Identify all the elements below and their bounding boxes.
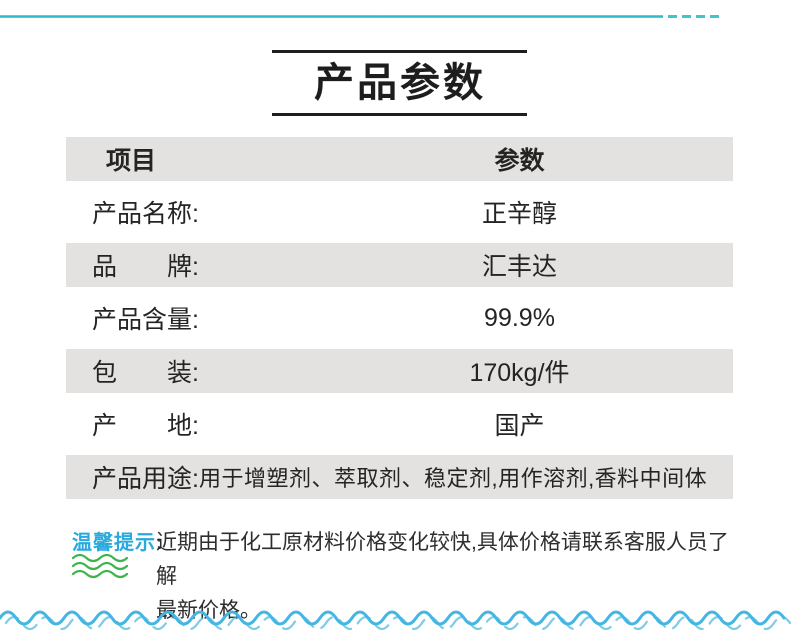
row-value: 正辛醇 [481, 200, 557, 228]
notice-label: 温馨提示 [72, 532, 156, 554]
row-value: 国产 [494, 412, 545, 440]
row-label: 产 地: [92, 412, 199, 440]
dash [696, 15, 705, 18]
notice-line: 最新价格。 [156, 599, 261, 622]
notice-head: 温馨提示: [72, 526, 163, 579]
row-label: 产品含量: [92, 306, 199, 334]
notice-text: 近期由于化工原材料价格变化较快,具体价格请联系客服人员了解 最新价格。 [156, 526, 742, 628]
row-label: 产品名称: [92, 200, 199, 228]
bottom-wave-border [0, 610, 792, 630]
table-row: 产品名称: 正辛醇 [66, 181, 733, 243]
usage-text: 用于增塑剂、萃取剂、稳定剂,用作溶剂,香料中间体 [198, 466, 708, 491]
usage-row: 产品用途: 用于增塑剂、萃取剂、稳定剂,用作溶剂,香料中间体 [66, 455, 733, 499]
notice-colon: : [156, 532, 163, 554]
title-underline [272, 113, 527, 116]
table-row: 包 装: 170kg/件 [66, 349, 733, 393]
column-header-item: 项目 [106, 147, 157, 175]
green-squiggle-icon [72, 553, 129, 579]
title-overline [272, 50, 527, 53]
table-row: 产 地: 国产 [66, 393, 733, 455]
page-title: 产品参数 [314, 61, 486, 105]
row-value: 170kg/件 [469, 359, 570, 387]
row-value: 汇丰达 [481, 253, 557, 281]
dash [682, 15, 691, 18]
table-row: 品 牌: 汇丰达 [66, 243, 733, 287]
top-divider-dashes [668, 15, 719, 18]
notice-line: 近期由于化工原材料价格变化较快,具体价格请联系客服人员了解 [156, 531, 729, 588]
dash [668, 15, 677, 18]
table-row: 产品含量: 99.9% [66, 287, 733, 349]
spec-table: 项目 参数 产品名称: 正辛醇 品 牌: 汇丰达 产品含量: 99.9% 包 装… [66, 137, 733, 499]
column-header-param: 参数 [494, 147, 545, 175]
row-label: 品 牌: [92, 253, 199, 281]
top-divider-line [0, 15, 663, 18]
dash [710, 15, 719, 18]
usage-label: 产品用途: [92, 465, 199, 493]
row-value: 99.9% [484, 303, 555, 332]
row-label: 包 装: [92, 359, 199, 387]
table-header-row: 项目 参数 [66, 137, 733, 181]
